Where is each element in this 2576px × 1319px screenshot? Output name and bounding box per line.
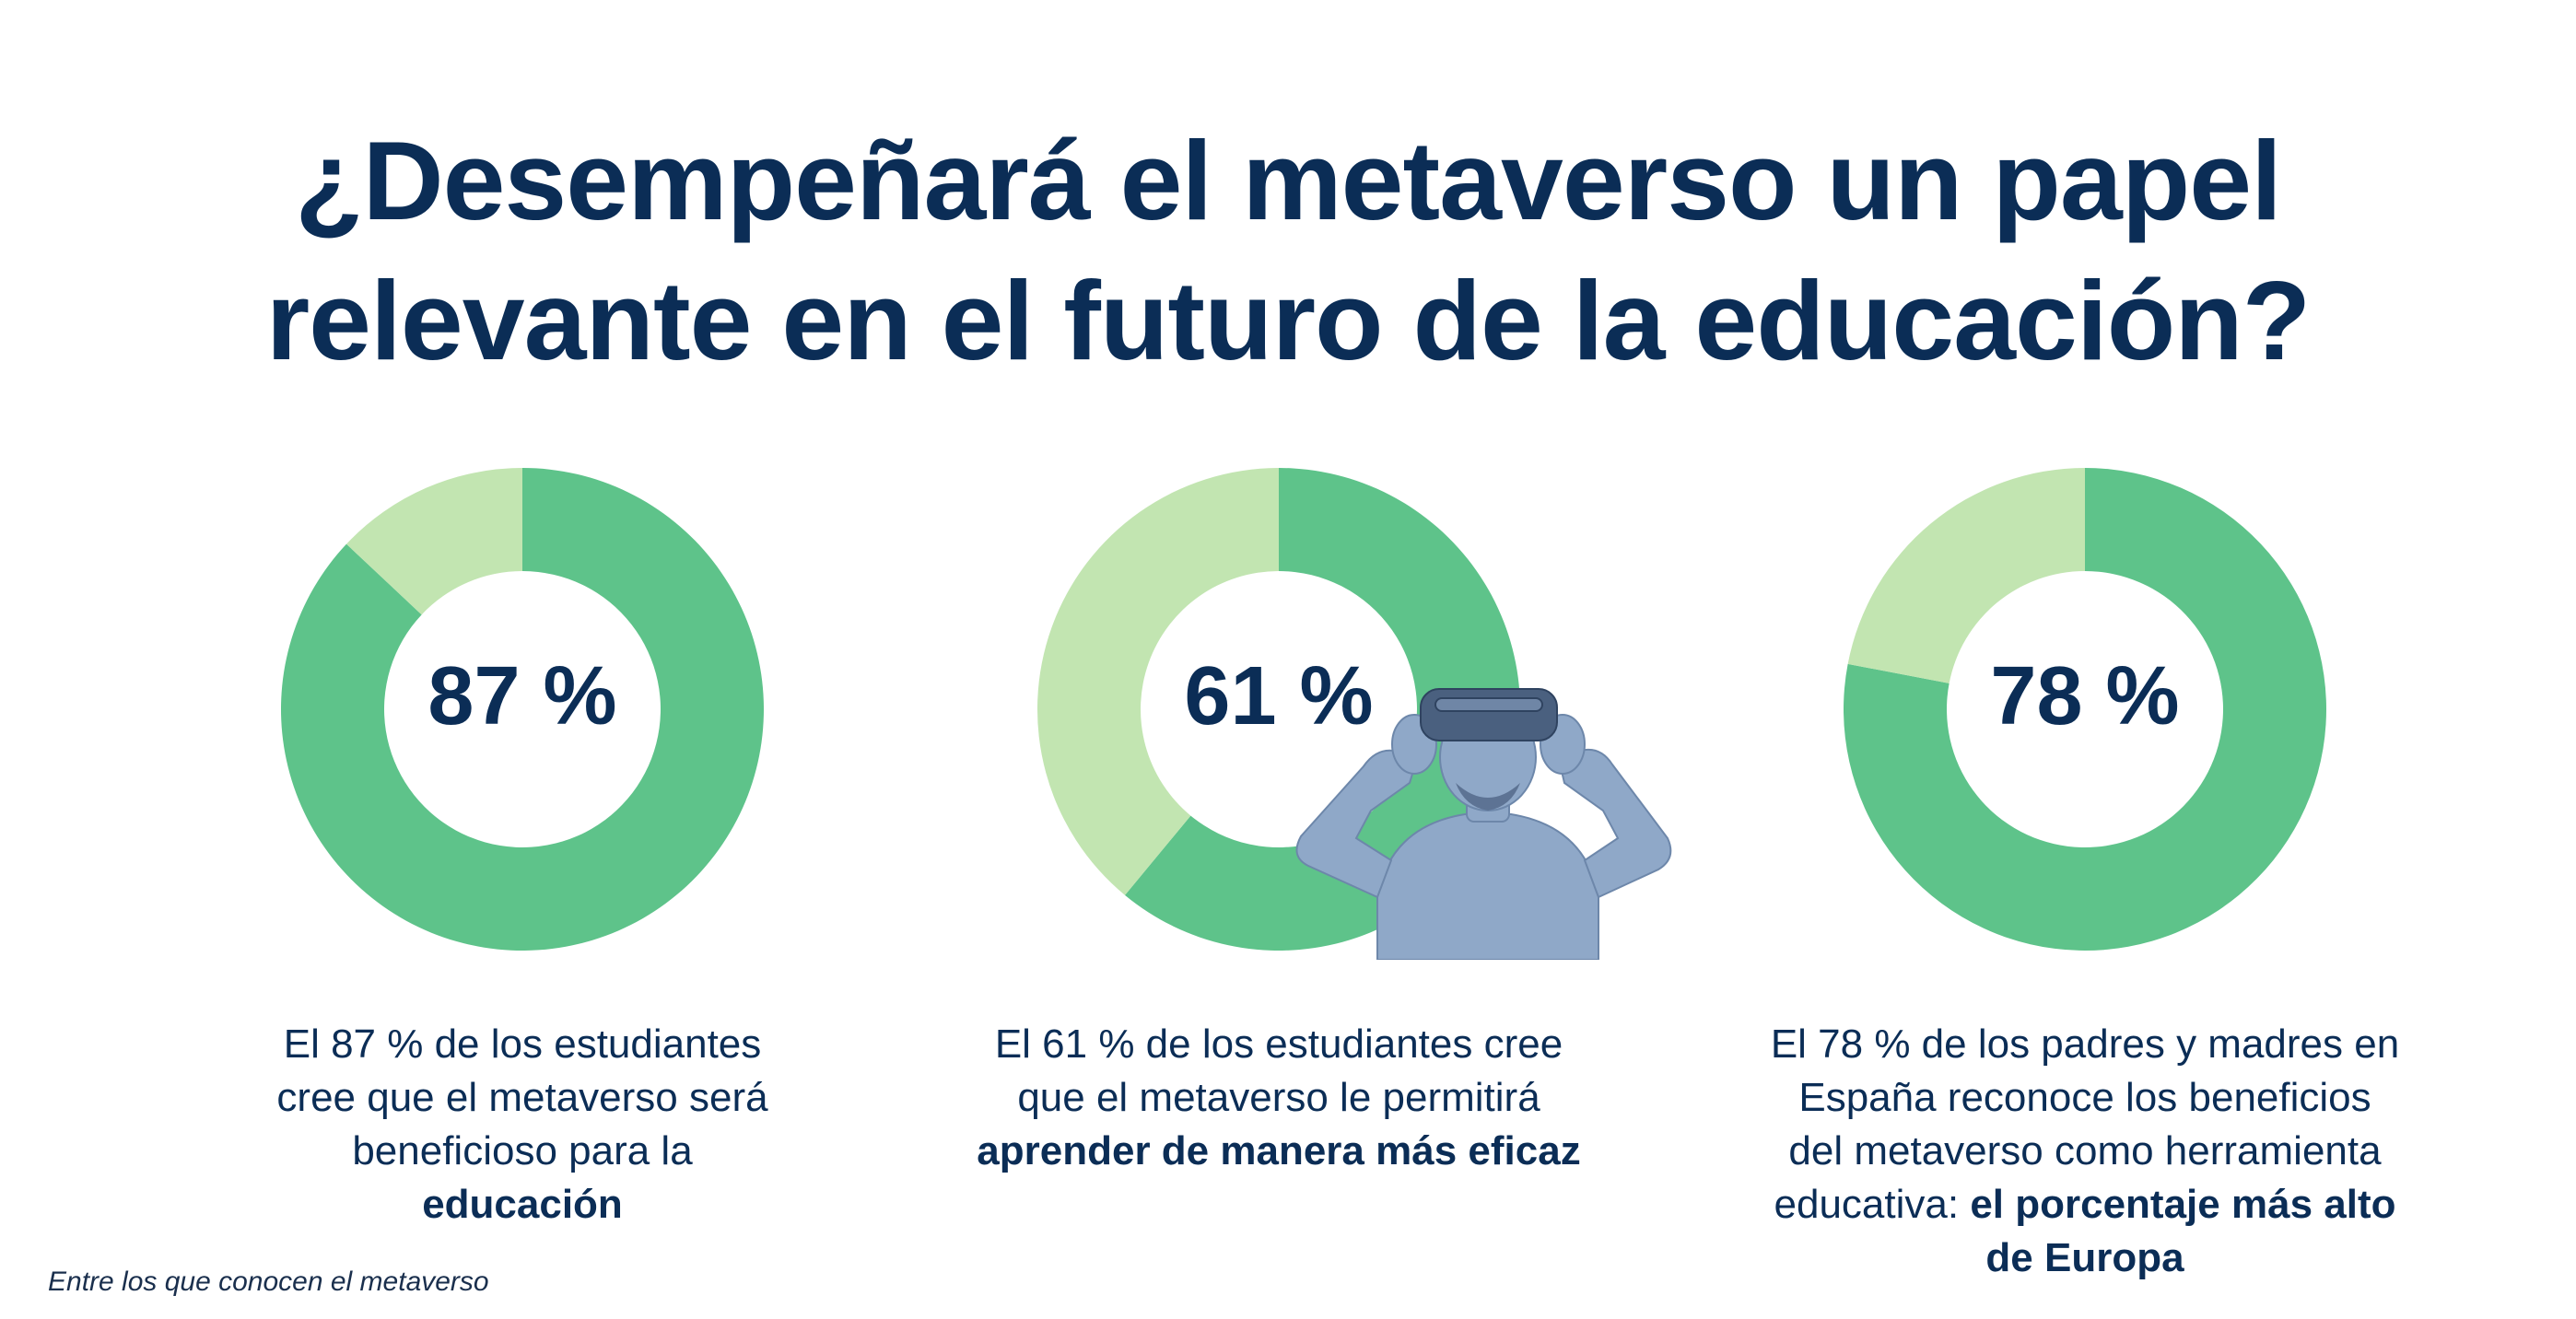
donut-slice-remainder xyxy=(1847,468,2085,683)
caption-text: educativa: xyxy=(1774,1182,1971,1227)
caption-line: del metaverso como herramienta xyxy=(1788,1128,2382,1173)
donut-svg xyxy=(1844,468,2326,951)
person-vr-headset-icon xyxy=(1295,688,1672,960)
caption-line: cree que el metaverso será xyxy=(276,1075,768,1120)
donut-chart-87: 87 % xyxy=(274,461,771,958)
donut-percent-label: 61 % xyxy=(1184,649,1374,742)
donut-svg xyxy=(280,468,764,951)
caption-87: El 87 % de los estudiantes cree que el m… xyxy=(154,1018,891,1231)
caption-bold: el porcentaje más alto xyxy=(1970,1182,2396,1227)
caption-line: El 61 % de los estudiantes cree xyxy=(994,1021,1563,1067)
donut-chart-78: 78 % xyxy=(1836,461,2334,958)
caption-line: España reconoce los beneficios xyxy=(1798,1075,2371,1120)
donut-percent-label: 87 % xyxy=(427,649,617,742)
title-line-2: relevante en el futuro de la educación? xyxy=(265,258,2312,383)
caption-bold: de Europa xyxy=(1985,1235,2184,1280)
donut-slice-remainder xyxy=(346,468,522,615)
caption-bold: aprender de manera más eficaz xyxy=(977,1128,1581,1173)
caption-line: beneficioso para la xyxy=(352,1128,693,1173)
caption-line: que el metaverso le permitirá xyxy=(1017,1075,1540,1120)
footnote: Entre los que conocen el metaverso xyxy=(48,1266,489,1297)
caption-78: El 78 % de los padres y madres en España… xyxy=(1716,1018,2453,1285)
donut-percent-label: 78 % xyxy=(1990,649,2180,742)
donut-slice-remainder xyxy=(1037,468,1279,895)
caption-line: El 78 % de los padres y madres en xyxy=(1770,1021,2400,1067)
donut-slice-value xyxy=(1844,468,2326,951)
caption-line: El 87 % de los estudiantes xyxy=(283,1021,762,1067)
page-title: ¿Desempeñará el metaverso un papel relev… xyxy=(0,111,2576,391)
title-line-1: ¿Desempeñará el metaverso un papel xyxy=(294,118,2282,243)
donut-slice-value xyxy=(280,468,764,951)
caption-bold: educación xyxy=(422,1182,623,1227)
caption-61: El 61 % de los estudiantes cree que el m… xyxy=(910,1018,1647,1178)
